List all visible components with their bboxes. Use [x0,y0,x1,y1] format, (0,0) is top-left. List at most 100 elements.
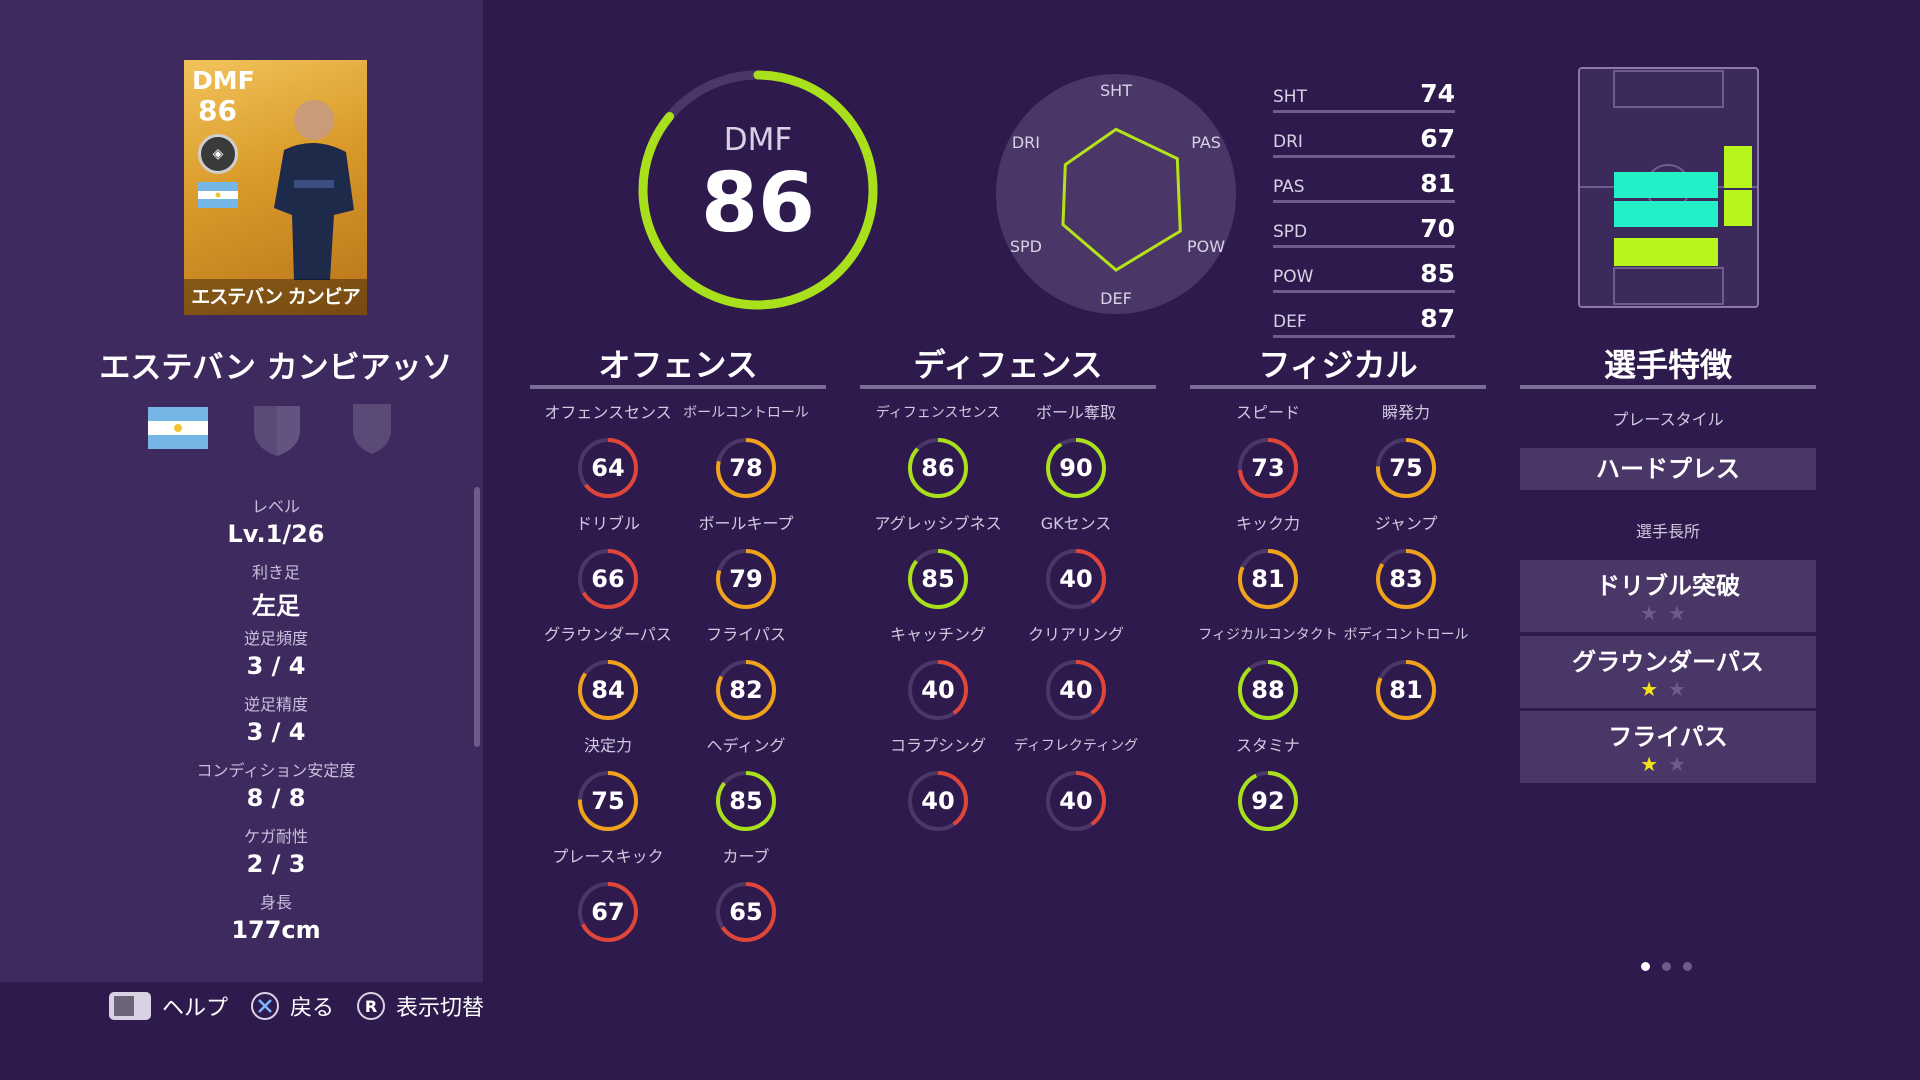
stat-value: 64 [591,454,625,482]
stat-ring [908,549,968,609]
radar-axis-label: DRI [1012,133,1040,152]
stat-label: キャッチング [889,625,986,644]
stat-label: ボールコントロール [683,405,809,421]
stat-item: フィジカルコンタクト 88 [1198,626,1338,736]
touchpad-button-icon[interactable] [108,991,152,1021]
stat-ring [1376,660,1436,720]
stat-ring [578,660,638,720]
stat-ring-arc [1238,438,1298,498]
stat-value: 78 [729,454,763,482]
hexagon-stats-list: SHT 74 DRI 67 PAS 81 SPD 70 POW 85 DEF 87 [1273,68,1455,338]
stat-value: 85 [921,565,955,593]
skill-name: ドリブル突破 [1596,572,1740,600]
stat-ring-arc [716,438,776,498]
back-label[interactable]: 戻る [290,996,335,1021]
playstyle-label: プレースタイル [1612,410,1724,429]
stat-item: ボール奪取 90 [1006,404,1146,514]
skill-stars: ★★ [1520,601,1816,625]
star-icon: ★ [1640,752,1668,776]
hex-stat-value: 70 [1420,214,1455,243]
stat-ring [908,660,968,720]
stat-item: カーブ 65 [676,848,816,958]
stat-ring [1238,438,1298,498]
stat-label: ボールキープ [698,514,794,533]
stat-value: 40 [1059,676,1093,704]
stat-value: 65 [729,898,763,926]
stat-label: ジャンプ [1374,514,1438,533]
level-value: Lv.1/26 [227,520,325,548]
stat-ring [716,771,776,831]
player-card[interactable]: DMF 86 ◈ エステバン カンビアッソ [184,60,367,315]
stat-ring [908,438,968,498]
r-button-icon[interactable]: R [356,991,386,1021]
button-hints: ヘルプ 戻る R 表示切替 [108,989,506,1023]
hex-stat-row: PAS 81 [1273,158,1455,203]
stat-ring-arc [716,549,776,609]
skill-card[interactable]: ドリブル突破 ★★ [1520,560,1816,632]
stat-item: ヘディング 85 [676,737,816,847]
stat-item: グラウンダーパス 84 [538,626,678,736]
stat-label: クリアリング [1027,625,1124,644]
info-scrollbar[interactable] [474,487,480,747]
toggle-display-label[interactable]: 表示切替 [396,996,485,1021]
hex-stat-key: DEF [1273,312,1307,332]
stat-label: ボディコントロール [1343,627,1469,643]
height-value: 177cm [231,916,321,944]
stat-ring-arc [1376,438,1436,498]
hex-stat-row: POW 85 [1273,248,1455,293]
stat-item: キック力 81 [1198,515,1338,625]
stat-ring-arc [578,438,638,498]
stat-ring-arc [908,549,968,609]
help-label[interactable]: ヘルプ [162,996,229,1021]
playstyle-box[interactable]: ハードプレス [1520,448,1816,490]
page-dot[interactable] [1662,962,1671,971]
stat-ring [1238,771,1298,831]
stat-label: スピード [1235,403,1300,422]
radar-axis-label: SPD [1010,237,1042,256]
stat-ring-arc [716,882,776,942]
player-image [274,100,354,280]
stat-value: 85 [729,787,763,815]
stat-label: グラウンダーパス [544,625,672,644]
stat-ring [716,660,776,720]
stat-ring-arc [578,882,638,942]
skill-card[interactable]: フライパス ★★ [1520,711,1816,783]
stat-value: 75 [1389,454,1423,482]
stat-ring-arc [716,660,776,720]
stat-item: スタミナ 92 [1198,737,1338,847]
stat-ring [1238,660,1298,720]
weak-foot-usage-value: 3 / 4 [246,652,306,680]
page-dot[interactable] [1683,962,1692,971]
stat-item: ドリブル 66 [538,515,678,625]
hex-stat-value: 81 [1420,169,1455,198]
stat-item: ボールキープ 79 [676,515,816,625]
radar-axis-label: SHT [1100,81,1132,100]
hex-stat-row: SHT 74 [1273,68,1455,113]
foot-value: 左足 [252,592,300,620]
stat-ring [1046,549,1106,609]
stat-label: フライパス [706,625,786,644]
hex-stat-row: SPD 70 [1273,203,1455,248]
skill-card[interactable]: グラウンダーパス ★★ [1520,636,1816,708]
injury-resistance-label: ケガ耐性 [243,827,308,846]
stat-item: プレースキック 67 [538,848,678,958]
stat-ring [1376,438,1436,498]
stat-label: ボール奪取 [1035,403,1116,422]
hexagon-radar-chart: SHT PAS POW DEF SPD DRI [996,74,1236,314]
page-dot-active[interactable] [1641,962,1650,971]
radar-shape [1061,127,1182,272]
stat-item: 瞬発力 75 [1336,404,1476,514]
club-shield-icon [254,406,300,456]
stat-label: 決定力 [583,736,632,755]
skills-label: 選手長所 [1635,522,1700,541]
stat-value: 40 [921,676,955,704]
stat-label: コラプシング [889,736,986,755]
stat-ring-arc [578,549,638,609]
cross-button-icon[interactable] [250,991,280,1021]
stat-item: GKセンス 40 [1006,515,1146,625]
stat-ring-arc [1046,438,1106,498]
page-indicator [1641,962,1697,972]
stat-value: 88 [1251,676,1285,704]
stat-label: スタミナ [1235,736,1300,755]
skill-stars: ★★ [1520,752,1816,776]
